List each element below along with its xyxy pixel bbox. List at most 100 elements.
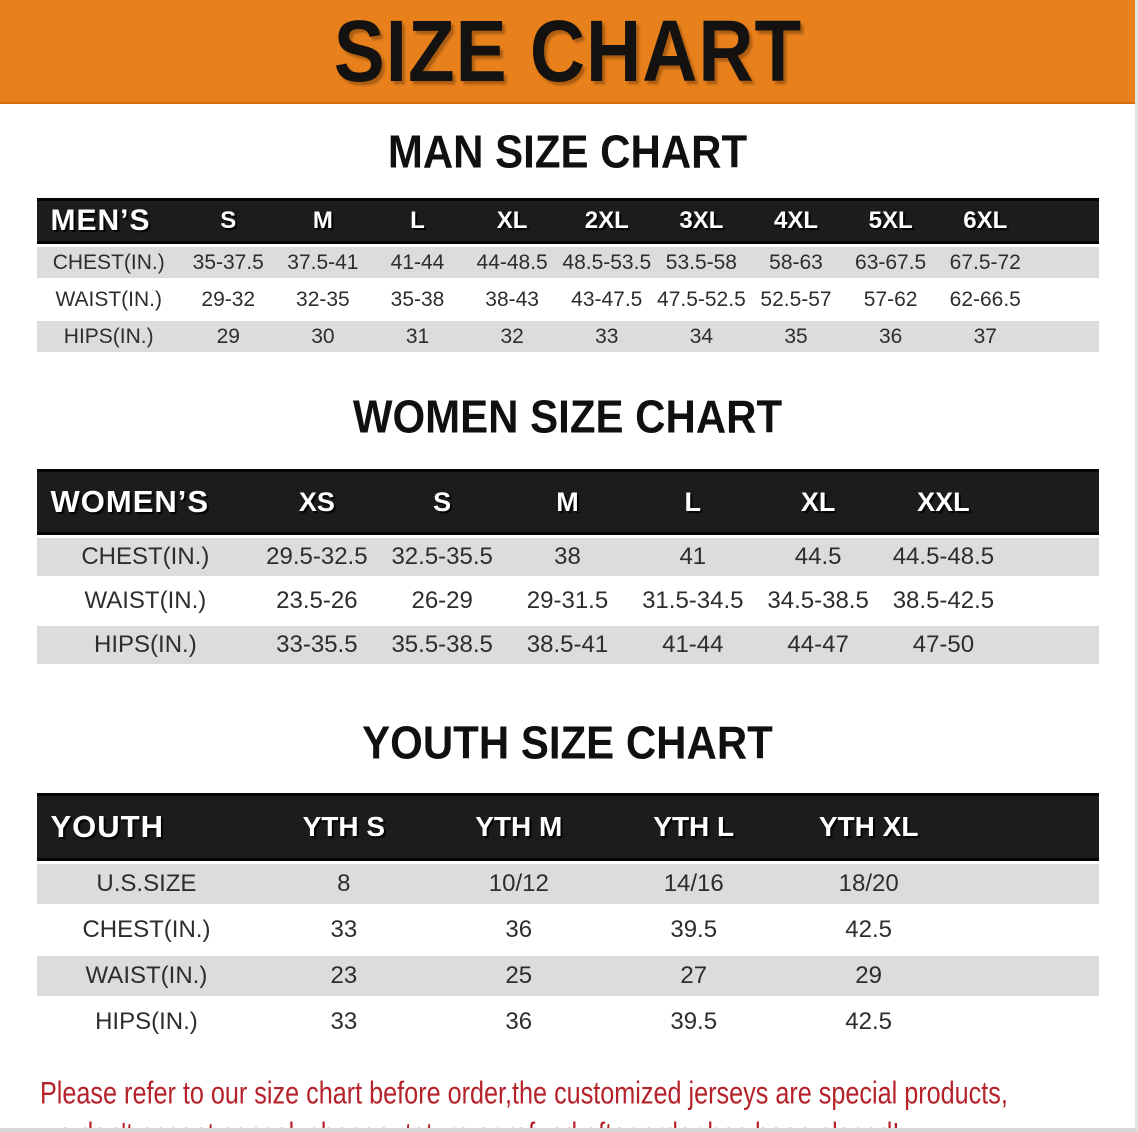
size-value-cell: 63-67.5: [843, 244, 938, 281]
size-value-cell: 39.5: [606, 907, 782, 953]
size-value-cell: 38.5-41: [504, 623, 631, 667]
size-value-cell: 43-47.5: [559, 281, 655, 318]
row-label: U.S.SIZE: [36, 861, 257, 907]
section-youth: YOUTH SIZE CHART YOUTH YTH S YTH M YTH L…: [0, 716, 1135, 1045]
table-row: WAIST(IN.) 29-32 32-35 35-38 38-43 43-47…: [36, 281, 1099, 318]
spacer-cell: [1006, 535, 1099, 579]
size-value-cell: 38: [504, 535, 631, 579]
table-row: WAIST(IN.) 23 25 27 29: [36, 953, 1099, 999]
row-label: HIPS(IN.): [36, 623, 255, 667]
spacer-cell: [1032, 281, 1099, 318]
men-size-column-header: 2XL: [559, 198, 655, 244]
size-value-cell: 42.5: [781, 907, 957, 953]
size-value-cell: 36: [843, 318, 938, 355]
row-label: CHEST(IN.): [36, 535, 255, 579]
size-value-cell: 23.5-26: [254, 579, 380, 623]
table-row: HIPS(IN.) 33 36 39.5 42.5: [36, 999, 1099, 1045]
youth-size-column-header: YTH XL: [781, 793, 957, 861]
women-size-column-header: S: [379, 469, 505, 535]
page-title: SIZE CHART: [333, 1, 802, 100]
row-label: HIPS(IN.): [36, 999, 257, 1045]
size-value-cell: 53.5-58: [654, 244, 749, 281]
spacer-cell: [956, 793, 1099, 861]
size-value-cell: 58-63: [748, 244, 844, 281]
youth-size-column-header: YTH M: [431, 793, 607, 861]
size-value-cell: 31.5-34.5: [630, 579, 756, 623]
table-row: CHEST(IN.) 35-37.5 37.5-41 41-44 44-48.5…: [36, 244, 1099, 281]
size-value-cell: 35.5-38.5: [379, 623, 505, 667]
footer-note-line2: we don't accept cancel, change, teturn o…: [40, 1113, 960, 1128]
spacer-cell: [1006, 469, 1099, 535]
men-size-column-header: 6XL: [937, 198, 1033, 244]
table-row: CHEST(IN.) 33 36 39.5 42.5: [36, 907, 1099, 953]
table-row: WAIST(IN.) 23.5-26 26-29 29-31.5 31.5-34…: [36, 579, 1099, 623]
spacer-cell: [956, 861, 1099, 907]
size-value-cell: 47.5-52.5: [654, 281, 749, 318]
size-value-cell: 37.5-41: [275, 244, 371, 281]
size-value-cell: 37: [937, 318, 1033, 355]
size-value-cell: 36: [431, 907, 607, 953]
size-value-cell: 35: [748, 318, 844, 355]
men-size-column-header: S: [180, 198, 276, 244]
size-value-cell: 62-66.5: [937, 281, 1033, 318]
size-value-cell: 41-44: [630, 623, 756, 667]
men-size-column-header: XL: [464, 198, 560, 244]
row-label: CHEST(IN.): [36, 244, 181, 281]
section-men: MAN SIZE CHART MEN’S S M L XL 2XL 3XL 4X…: [0, 126, 1135, 355]
row-label: WAIST(IN.): [36, 281, 181, 318]
size-value-cell: 27: [606, 953, 782, 999]
women-section-heading: WOMEN SIZE CHART: [352, 390, 783, 443]
row-label: CHEST(IN.): [36, 907, 257, 953]
size-value-cell: 42.5: [781, 999, 957, 1045]
size-value-cell: 32.5-35.5: [379, 535, 505, 579]
spacer-cell: [1032, 198, 1099, 244]
women-size-column-header: XL: [755, 469, 881, 535]
size-value-cell: 14/16: [606, 861, 782, 907]
size-value-cell: 18/20: [781, 861, 957, 907]
women-table-header-row: WOMEN’S XS S M L XL XXL: [36, 469, 1099, 535]
size-value-cell: 25: [431, 953, 607, 999]
table-row: CHEST(IN.) 29.5-32.5 32.5-35.5 38 41 44.…: [36, 535, 1099, 579]
size-value-cell: 29.5-32.5: [254, 535, 380, 579]
women-size-table: WOMEN’S XS S M L XL XXL CHEST(IN.) 29.5-…: [36, 469, 1099, 667]
size-value-cell: 44.5-48.5: [880, 535, 1007, 579]
banner: SIZE CHART: [0, 0, 1135, 104]
size-value-cell: 44-48.5: [464, 244, 560, 281]
youth-section-heading: YOUTH SIZE CHART: [362, 716, 773, 769]
size-value-cell: 32-35: [275, 281, 371, 318]
men-size-column-header: 4XL: [748, 198, 844, 244]
women-size-column-header: M: [504, 469, 631, 535]
spacer-cell: [956, 999, 1099, 1045]
table-row: HIPS(IN.) 33-35.5 35.5-38.5 38.5-41 41-4…: [36, 623, 1099, 667]
footer-note-line1: Please refer to our size chart before or…: [40, 1076, 1008, 1111]
size-value-cell: 33: [559, 318, 655, 355]
size-value-cell: 35-38: [370, 281, 465, 318]
women-table-corner-label: WOMEN’S: [36, 469, 255, 535]
spacer-cell: [956, 953, 1099, 999]
size-value-cell: 33: [256, 999, 432, 1045]
footer-note: Please refer to our size chart before or…: [0, 1073, 1135, 1128]
spacer-cell: [1032, 318, 1099, 355]
size-value-cell: 52.5-57: [748, 281, 844, 318]
size-value-cell: 44-47: [755, 623, 881, 667]
spacer-cell: [1006, 579, 1099, 623]
row-label: HIPS(IN.): [36, 318, 181, 355]
size-value-cell: 23: [256, 953, 432, 999]
size-value-cell: 33: [256, 907, 432, 953]
size-value-cell: 26-29: [379, 579, 505, 623]
table-row: U.S.SIZE 8 10/12 14/16 18/20: [36, 861, 1099, 907]
row-label: WAIST(IN.): [36, 953, 257, 999]
youth-size-table: YOUTH YTH S YTH M YTH L YTH XL U.S.SIZE …: [36, 793, 1099, 1045]
youth-size-column-header: YTH L: [606, 793, 782, 861]
section-women: WOMEN SIZE CHART WOMEN’S XS S M L XL XXL: [0, 390, 1135, 667]
size-value-cell: 38-43: [464, 281, 560, 318]
size-value-cell: 44.5: [755, 535, 881, 579]
size-value-cell: 29: [781, 953, 957, 999]
size-value-cell: 35-37.5: [180, 244, 276, 281]
size-value-cell: 47-50: [880, 623, 1007, 667]
men-size-column-header: L: [370, 198, 465, 244]
men-size-column-header: 3XL: [654, 198, 749, 244]
men-table-corner-label: MEN’S: [36, 198, 181, 244]
size-value-cell: 30: [275, 318, 371, 355]
